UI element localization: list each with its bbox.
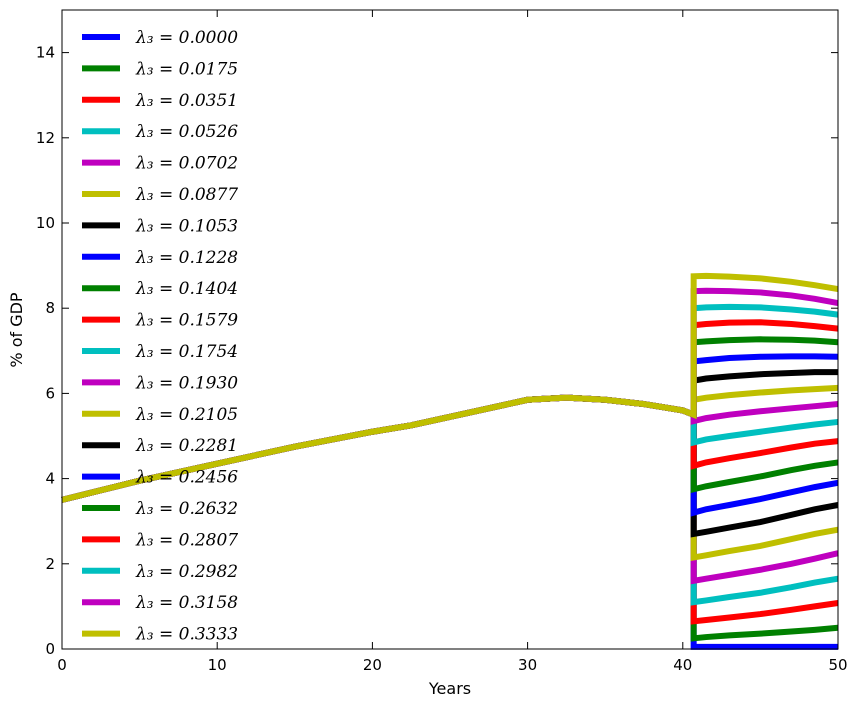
- legend-label-20: λ₃ = 0.3333: [135, 625, 238, 645]
- legend-entry-17: λ₃ = 0.2807: [82, 530, 238, 550]
- legend-entry-18: λ₃ = 0.2982: [82, 562, 238, 582]
- x-tick-label-50: 50: [828, 656, 847, 674]
- legend-entry-8: λ₃ = 0.1228: [82, 248, 238, 268]
- legend-label-3: λ₃ = 0.0351: [135, 91, 238, 111]
- y-axis-label: % of GDP: [7, 292, 26, 368]
- series-layer: [61, 272, 839, 650]
- legend-entry-3: λ₃ = 0.0351: [82, 91, 238, 111]
- legend-entry-9: λ₃ = 0.1404: [82, 279, 238, 299]
- legend-entry-7: λ₃ = 0.1053: [82, 216, 238, 236]
- legend-entry-12: λ₃ = 0.1930: [82, 373, 238, 393]
- legend-label-5: λ₃ = 0.0702: [135, 154, 238, 174]
- legend-entry-14: λ₃ = 0.2281: [82, 436, 238, 456]
- legend-entry-4: λ₃ = 0.0526: [82, 122, 238, 142]
- y-tick-label-6: 6: [45, 384, 55, 402]
- legend-label-7: λ₃ = 0.1053: [135, 216, 238, 236]
- legend-label-17: λ₃ = 0.2807: [135, 530, 238, 550]
- x-tick-label-40: 40: [673, 656, 692, 674]
- series-line-20: [61, 272, 839, 503]
- legend-entry-15: λ₃ = 0.2456: [82, 468, 238, 488]
- y-tick-label-0: 0: [45, 640, 55, 658]
- x-tick-label-20: 20: [363, 656, 382, 674]
- legend-label-1: λ₃ = 0.0000: [135, 28, 238, 48]
- legend-label-6: λ₃ = 0.0877: [135, 185, 238, 205]
- legend-entry-2: λ₃ = 0.0175: [82, 59, 238, 79]
- y-tick-label-8: 8: [45, 299, 55, 317]
- legend-label-8: λ₃ = 0.1228: [135, 248, 238, 268]
- legend-label-11: λ₃ = 0.1754: [135, 342, 238, 362]
- y-tick-label-2: 2: [45, 555, 55, 573]
- ticks-layer: 0 10 20 30 40 50 0 2 4 6 8 10 12 14: [36, 10, 848, 674]
- legend-label-4: λ₃ = 0.0526: [135, 122, 238, 142]
- y-tick-label-4: 4: [45, 470, 55, 488]
- legend-label-13: λ₃ = 0.2105: [135, 405, 238, 425]
- legend-label-12: λ₃ = 0.1930: [135, 373, 238, 393]
- legend-label-9: λ₃ = 0.1404: [135, 279, 238, 299]
- y-tick-label-10: 10: [36, 214, 55, 232]
- legend-entry-16: λ₃ = 0.2632: [82, 499, 238, 519]
- x-tick-label-0: 0: [57, 656, 67, 674]
- x-axis-label: Years: [428, 679, 471, 698]
- legend-label-16: λ₃ = 0.2632: [135, 499, 238, 519]
- x-tick-label-10: 10: [208, 656, 227, 674]
- legend-entry-19: λ₃ = 0.3158: [82, 593, 238, 613]
- legend-entry-13: λ₃ = 0.2105: [82, 405, 238, 425]
- legend-label-15: λ₃ = 0.2456: [135, 468, 238, 488]
- legend-label-14: λ₃ = 0.2281: [135, 436, 238, 456]
- x-tick-label-30: 30: [518, 656, 537, 674]
- y-tick-label-14: 14: [36, 44, 55, 62]
- legend-entry-6: λ₃ = 0.0877: [82, 185, 238, 205]
- legend-label-10: λ₃ = 0.1579: [135, 311, 238, 331]
- legend-label-19: λ₃ = 0.3158: [135, 593, 238, 613]
- legend-entry-20: λ₃ = 0.3333: [82, 625, 238, 645]
- legend: λ₃ = 0.0000 λ₃ = 0.0175 λ₃ = 0.0351 λ₃ = 0.…: [82, 28, 238, 645]
- legend-entry-11: λ₃ = 0.1754: [82, 342, 238, 362]
- legend-label-18: λ₃ = 0.2982: [135, 562, 238, 582]
- legend-entry-5: λ₃ = 0.0702: [82, 154, 238, 174]
- legend-entry-1: λ₃ = 0.0000: [82, 28, 238, 48]
- legend-label-2: λ₃ = 0.0175: [135, 59, 238, 79]
- legend-entry-10: λ₃ = 0.1579: [82, 311, 238, 331]
- y-tick-label-12: 12: [36, 129, 55, 147]
- plot-frame: [61, 9, 839, 650]
